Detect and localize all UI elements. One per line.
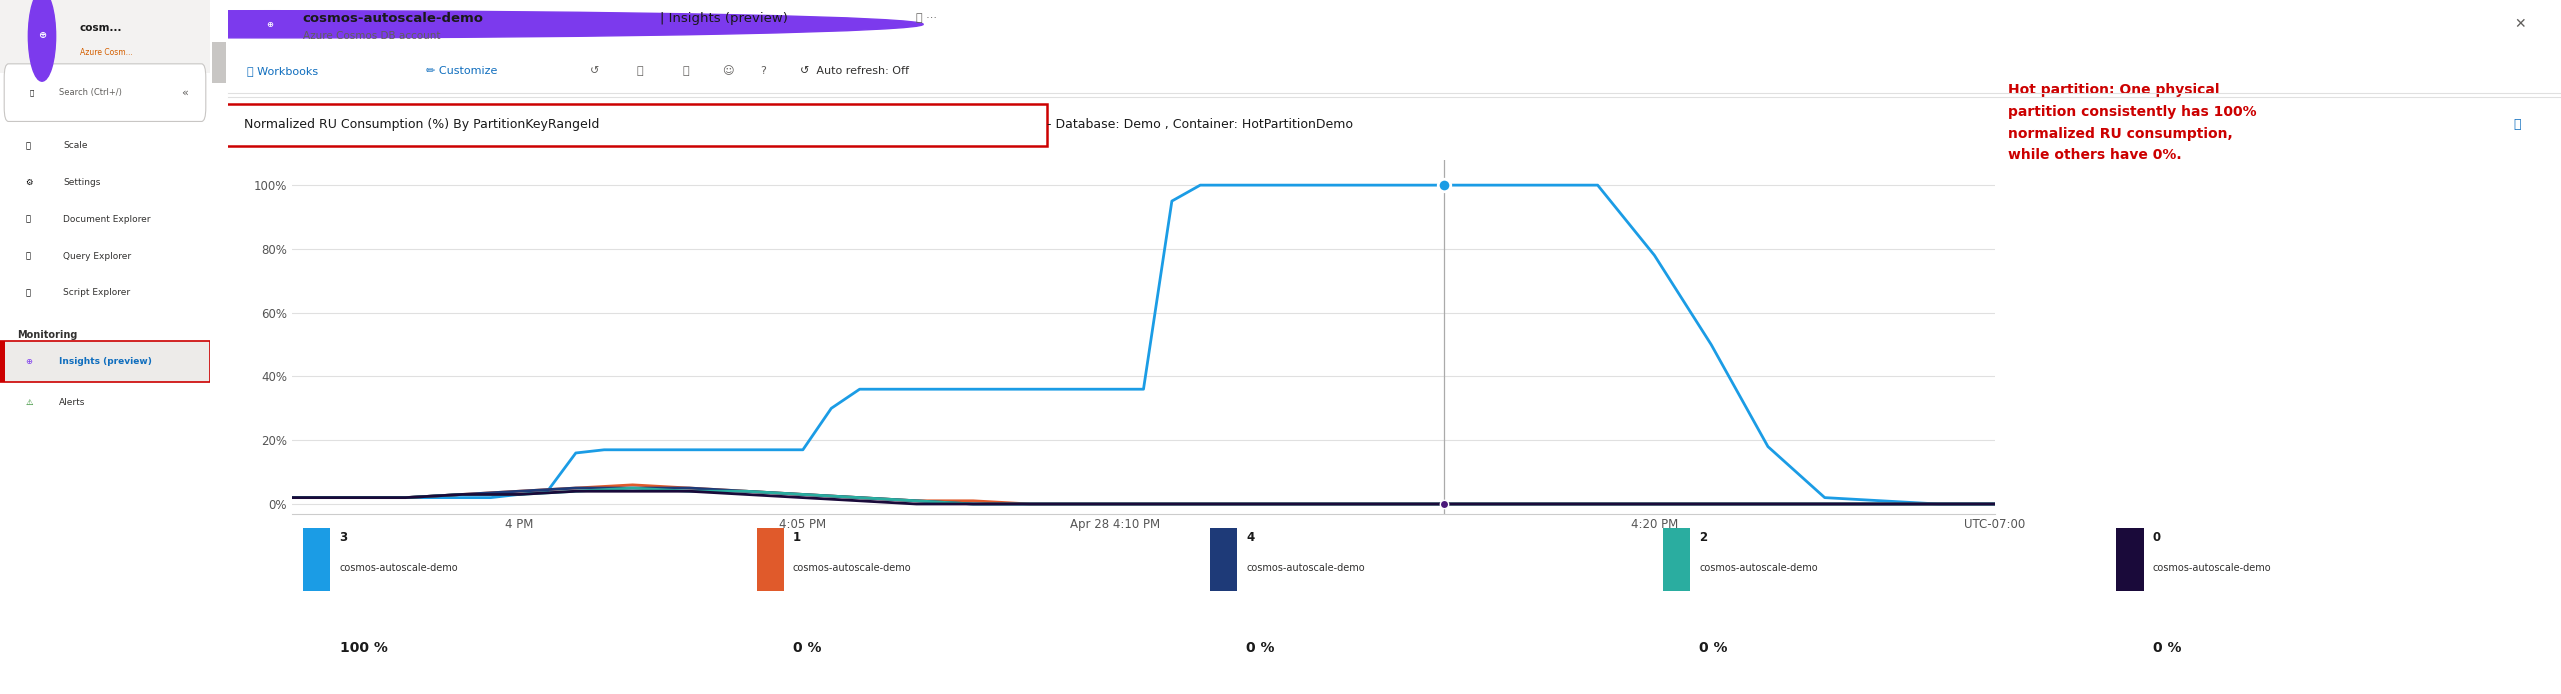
Text: Insights (preview): Insights (preview) (59, 357, 151, 366)
Text: ↺: ↺ (589, 66, 599, 76)
Text: 🔔: 🔔 (635, 66, 643, 76)
Bar (0, 341, 210, 382)
Text: 0 %: 0 % (794, 641, 822, 655)
Text: Query Explorer: Query Explorer (64, 252, 131, 260)
Text: cosmos-autoscale-demo: cosmos-autoscale-demo (1247, 563, 1365, 573)
Text: 4: 4 (1247, 531, 1255, 544)
Text: Monitoring: Monitoring (18, 330, 77, 339)
Text: cosmos-autoscale-demo: cosmos-autoscale-demo (341, 563, 458, 573)
Text: Azure Cosmos DB account: Azure Cosmos DB account (302, 31, 440, 42)
Text: Script Explorer: Script Explorer (64, 289, 131, 297)
Text: cosmos-autoscale-demo: cosmos-autoscale-demo (1701, 563, 1818, 573)
Text: 🗒 Workbooks: 🗒 Workbooks (246, 66, 318, 76)
Text: ⚙: ⚙ (26, 178, 33, 187)
Text: ☺: ☺ (722, 66, 735, 76)
Text: ⚠: ⚠ (26, 398, 33, 407)
Text: 🔍: 🔍 (26, 252, 31, 260)
Text: «: « (182, 87, 190, 97)
Text: ?: ? (761, 66, 766, 76)
Text: cosmos-autoscale-demo: cosmos-autoscale-demo (2154, 563, 2272, 573)
Text: Search (Ctrl+/): Search (Ctrl+/) (59, 88, 123, 96)
Bar (1209, 527, 1237, 591)
Text: 0: 0 (2154, 531, 2161, 544)
Text: ↺  Auto refresh: Off: ↺ Auto refresh: Off (799, 66, 909, 76)
Bar (0, 341, 5, 382)
Bar (2115, 527, 2144, 591)
Text: cosmos-autoscale-demo: cosmos-autoscale-demo (302, 12, 484, 25)
Text: 100 %: 100 % (341, 641, 387, 655)
Text: Alerts: Alerts (59, 398, 85, 407)
Text: ✕: ✕ (2515, 17, 2525, 31)
Text: cosmos-autoscale-demo: cosmos-autoscale-demo (794, 563, 912, 573)
Text: 0 %: 0 % (1701, 641, 1729, 655)
Text: cosm...: cosm... (79, 23, 123, 33)
Bar (0, 0, 210, 73)
Text: ⭐: ⭐ (684, 66, 689, 76)
Text: 📈: 📈 (26, 142, 31, 150)
Text: | Insights (preview): | Insights (preview) (661, 12, 786, 25)
Text: Document Explorer: Document Explorer (64, 215, 151, 223)
Text: 3: 3 (341, 531, 348, 544)
Text: - Database: Demo , Container: HotPartitionDemo: - Database: Demo , Container: HotPartiti… (1042, 119, 1352, 131)
Circle shape (0, 10, 922, 38)
Bar (1662, 527, 1690, 591)
Text: 🔍: 🔍 (26, 289, 31, 297)
Bar (213, 42, 225, 83)
Text: 2: 2 (1701, 531, 1708, 544)
Bar (755, 527, 784, 591)
Bar (0, 341, 210, 382)
FancyBboxPatch shape (220, 103, 1047, 146)
Text: 0 %: 0 % (1247, 641, 1275, 655)
Text: ⊕: ⊕ (26, 357, 33, 366)
FancyBboxPatch shape (5, 64, 205, 121)
Text: 1: 1 (794, 531, 802, 544)
Bar (302, 527, 330, 591)
Text: ⊕: ⊕ (266, 20, 274, 28)
Text: 0 %: 0 % (2154, 641, 2182, 655)
Text: 📌 ···: 📌 ··· (917, 13, 937, 24)
Text: Hot partition: One physical
partition consistently has 100%
normalized RU consum: Hot partition: One physical partition co… (2008, 83, 2256, 162)
Text: 🔍: 🔍 (26, 215, 31, 223)
Text: ✏ Customize: ✏ Customize (425, 66, 497, 76)
Text: Scale: Scale (64, 142, 87, 150)
Text: Normalized RU Consumption (%) By PartitionKeyRangeId: Normalized RU Consumption (%) By Partiti… (243, 119, 599, 131)
Text: Azure Cosm...: Azure Cosm... (79, 48, 133, 56)
Text: 🔍: 🔍 (28, 89, 33, 96)
Text: Settings: Settings (64, 178, 100, 187)
Text: 📌: 📌 (2512, 119, 2520, 131)
Circle shape (28, 0, 56, 81)
Text: ⊕: ⊕ (38, 30, 46, 40)
